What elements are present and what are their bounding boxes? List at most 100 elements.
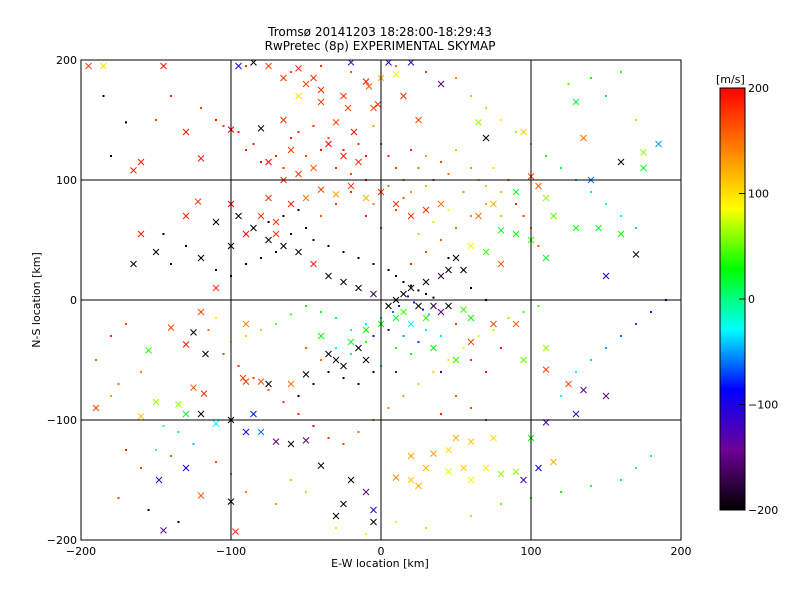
data-point-dot — [327, 437, 330, 439]
data-point-dot — [398, 305, 400, 307]
data-point-dot — [335, 203, 337, 205]
data-point-x — [92, 404, 100, 412]
data-point-dot — [327, 371, 330, 373]
data-point-dot — [200, 257, 202, 259]
data-point-x — [415, 116, 422, 124]
data-point-dot — [365, 341, 367, 343]
data-point-dot — [515, 203, 517, 205]
data-point-dot — [252, 227, 255, 229]
data-point-dot — [440, 239, 442, 241]
data-point-x — [280, 116, 287, 124]
data-point-dot — [590, 77, 592, 79]
data-point-dot — [372, 203, 375, 205]
data-point-dot — [192, 443, 195, 445]
data-point-dot — [522, 215, 525, 217]
data-point-x — [167, 324, 175, 331]
data-point-x — [242, 428, 250, 436]
data-point-dot — [312, 383, 315, 385]
data-point-x — [370, 506, 377, 514]
data-point-dot — [447, 359, 450, 361]
data-points — [85, 60, 667, 535]
data-point-dot — [500, 119, 502, 121]
data-point-dot — [620, 215, 622, 217]
data-point-x — [407, 476, 415, 484]
data-point-dot — [522, 311, 525, 313]
data-point-x — [422, 278, 430, 286]
data-point-dot — [350, 329, 352, 331]
data-point-x — [325, 272, 332, 280]
data-point-dot — [365, 155, 367, 157]
data-point-dot — [102, 95, 105, 97]
data-point-dot — [425, 293, 427, 295]
data-point-x — [250, 410, 257, 418]
data-point-x — [512, 230, 520, 238]
data-point-x — [137, 158, 145, 166]
data-point-x — [415, 302, 422, 310]
data-point-dot — [342, 443, 345, 445]
data-point-dot — [605, 347, 607, 349]
data-point-x — [430, 450, 437, 457]
data-point-dot — [417, 341, 420, 343]
data-point-x — [362, 78, 370, 85]
data-point-dot — [470, 167, 472, 169]
data-point-x — [182, 212, 190, 220]
data-point-x — [347, 182, 355, 190]
data-point-dot — [410, 353, 412, 355]
data-point-x — [265, 380, 272, 388]
data-point-dot — [245, 149, 247, 151]
data-point-dot — [387, 269, 390, 271]
data-point-x — [512, 320, 520, 328]
data-point-dot — [477, 335, 480, 337]
data-point-x — [197, 308, 205, 316]
data-point-x — [344, 104, 352, 112]
data-point-dot — [395, 65, 397, 67]
data-point-x — [160, 62, 167, 70]
data-point-x — [355, 344, 362, 352]
data-point-x — [152, 248, 160, 256]
data-point-dot — [560, 167, 562, 169]
data-point-x — [580, 386, 587, 394]
data-point-dot — [312, 125, 315, 127]
data-point-dot — [635, 323, 637, 325]
x-axis-ticks: −200 −100 0 100 200 — [66, 545, 692, 558]
data-point-x — [347, 476, 355, 484]
data-point-x — [212, 218, 220, 226]
data-point-x — [400, 290, 407, 298]
data-point-dot — [372, 125, 375, 127]
data-point-dot — [297, 413, 300, 415]
data-point-dot — [635, 119, 637, 121]
data-point-x — [370, 290, 377, 298]
data-point-dot — [327, 137, 330, 139]
data-point-x — [617, 230, 625, 238]
data-point-dot — [402, 395, 405, 397]
data-point-x — [200, 390, 208, 397]
data-point-dot — [155, 449, 157, 451]
data-point-x — [392, 474, 400, 481]
data-point-dot — [545, 155, 547, 157]
data-point-x — [407, 212, 415, 220]
data-point-x — [407, 284, 415, 292]
data-point-x — [655, 140, 662, 148]
data-point-x — [482, 464, 490, 472]
data-point-dot — [342, 251, 345, 253]
data-point-x — [197, 410, 205, 418]
data-point-x — [340, 362, 347, 370]
data-point-dot — [365, 533, 367, 535]
data-point-x — [497, 260, 505, 268]
data-point-dot — [492, 329, 495, 331]
data-point-x — [422, 314, 430, 322]
data-point-x — [452, 434, 460, 442]
data-point-x — [565, 380, 572, 388]
data-point-dot — [650, 455, 652, 457]
data-point-x — [332, 119, 340, 126]
data-point-dot — [567, 83, 570, 85]
data-point-x — [155, 476, 163, 484]
data-point-x — [350, 128, 358, 136]
data-point-x — [467, 314, 475, 322]
data-point-x — [310, 260, 317, 268]
data-point-x — [332, 191, 340, 198]
data-point-dot — [372, 371, 375, 373]
data-point-dot — [207, 329, 210, 331]
data-point-x — [182, 410, 190, 418]
data-point-dot — [320, 215, 322, 217]
